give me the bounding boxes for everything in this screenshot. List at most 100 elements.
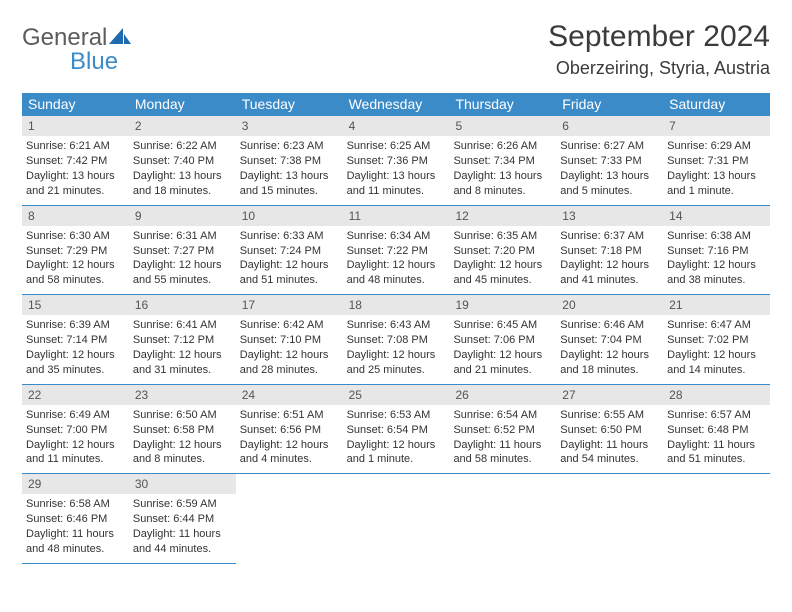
- week-row: 8Sunrise: 6:30 AMSunset: 7:29 PMDaylight…: [22, 206, 770, 296]
- sunrise-text: Sunrise: 6:29 AM: [667, 139, 766, 154]
- daylight-text: Daylight: 11 hours: [667, 438, 766, 453]
- day-cell: 16Sunrise: 6:41 AMSunset: 7:12 PMDayligh…: [129, 295, 236, 384]
- day-number: 9: [129, 206, 236, 226]
- day-cell: 25Sunrise: 6:53 AMSunset: 6:54 PMDayligh…: [343, 385, 450, 474]
- day-number: 8: [22, 206, 129, 226]
- sunrise-text: Sunrise: 6:23 AM: [240, 139, 339, 154]
- sunrise-text: Sunrise: 6:49 AM: [26, 408, 125, 423]
- sunrise-text: Sunrise: 6:37 AM: [560, 229, 659, 244]
- daylight-text: Daylight: 13 hours: [240, 169, 339, 184]
- empty-cell: [236, 474, 343, 564]
- day-number: 18: [343, 295, 450, 315]
- sunrise-text: Sunrise: 6:57 AM: [667, 408, 766, 423]
- daylight-text: Daylight: 12 hours: [26, 438, 125, 453]
- day-number: 29: [22, 474, 129, 494]
- day-number: 10: [236, 206, 343, 226]
- daylight-text: Daylight: 12 hours: [133, 258, 232, 273]
- sunrise-text: Sunrise: 6:47 AM: [667, 318, 766, 333]
- day-cell: 1Sunrise: 6:21 AMSunset: 7:42 PMDaylight…: [22, 116, 129, 205]
- sunset-text: Sunset: 7:29 PM: [26, 244, 125, 259]
- day-header: Friday: [556, 93, 663, 116]
- day-cell: 19Sunrise: 6:45 AMSunset: 7:06 PMDayligh…: [449, 295, 556, 384]
- daylight-text: and 4 minutes.: [240, 452, 339, 467]
- daylight-text: and 45 minutes.: [453, 273, 552, 288]
- sunset-text: Sunset: 7:06 PM: [453, 333, 552, 348]
- logo-text-bottom: Blue: [22, 51, 131, 74]
- daylight-text: and 35 minutes.: [26, 363, 125, 378]
- day-number: 16: [129, 295, 236, 315]
- daylight-text: and 51 minutes.: [240, 273, 339, 288]
- daylight-text: and 18 minutes.: [133, 184, 232, 199]
- daylight-text: and 44 minutes.: [133, 542, 232, 557]
- day-header: Saturday: [663, 93, 770, 116]
- day-cell: 30Sunrise: 6:59 AMSunset: 6:44 PMDayligh…: [129, 474, 236, 564]
- sunrise-text: Sunrise: 6:38 AM: [667, 229, 766, 244]
- sunset-text: Sunset: 7:38 PM: [240, 154, 339, 169]
- day-number: 5: [449, 116, 556, 136]
- day-number: 12: [449, 206, 556, 226]
- day-cell: 24Sunrise: 6:51 AMSunset: 6:56 PMDayligh…: [236, 385, 343, 474]
- sunrise-text: Sunrise: 6:27 AM: [560, 139, 659, 154]
- logo: General Blue: [22, 20, 131, 74]
- sunset-text: Sunset: 7:36 PM: [347, 154, 446, 169]
- day-number: 7: [663, 116, 770, 136]
- day-number: 4: [343, 116, 450, 136]
- day-cell: 12Sunrise: 6:35 AMSunset: 7:20 PMDayligh…: [449, 206, 556, 295]
- daylight-text: and 11 minutes.: [347, 184, 446, 199]
- sunrise-text: Sunrise: 6:53 AM: [347, 408, 446, 423]
- day-number: 11: [343, 206, 450, 226]
- day-header: Monday: [129, 93, 236, 116]
- day-header: Tuesday: [236, 93, 343, 116]
- daylight-text: Daylight: 12 hours: [667, 258, 766, 273]
- day-cell: 29Sunrise: 6:58 AMSunset: 6:46 PMDayligh…: [22, 474, 129, 564]
- daylight-text: Daylight: 13 hours: [453, 169, 552, 184]
- sunrise-text: Sunrise: 6:30 AM: [26, 229, 125, 244]
- day-header: Sunday: [22, 93, 129, 116]
- sunset-text: Sunset: 7:34 PM: [453, 154, 552, 169]
- sunset-text: Sunset: 7:20 PM: [453, 244, 552, 259]
- day-cell: 27Sunrise: 6:55 AMSunset: 6:50 PMDayligh…: [556, 385, 663, 474]
- daylight-text: and 11 minutes.: [26, 452, 125, 467]
- title-block: September 2024 Oberzeiring, Styria, Aust…: [548, 20, 770, 79]
- day-number: 24: [236, 385, 343, 405]
- day-cell: 6Sunrise: 6:27 AMSunset: 7:33 PMDaylight…: [556, 116, 663, 205]
- sunset-text: Sunset: 6:44 PM: [133, 512, 232, 527]
- sunset-text: Sunset: 7:33 PM: [560, 154, 659, 169]
- sunrise-text: Sunrise: 6:50 AM: [133, 408, 232, 423]
- day-cell: 28Sunrise: 6:57 AMSunset: 6:48 PMDayligh…: [663, 385, 770, 474]
- day-number: 20: [556, 295, 663, 315]
- day-cell: 15Sunrise: 6:39 AMSunset: 7:14 PMDayligh…: [22, 295, 129, 384]
- day-number: 15: [22, 295, 129, 315]
- day-number: 1: [22, 116, 129, 136]
- sunset-text: Sunset: 7:22 PM: [347, 244, 446, 259]
- daylight-text: and 48 minutes.: [26, 542, 125, 557]
- day-header-row: Sunday Monday Tuesday Wednesday Thursday…: [22, 93, 770, 116]
- day-header: Thursday: [449, 93, 556, 116]
- daylight-text: Daylight: 12 hours: [26, 258, 125, 273]
- daylight-text: Daylight: 11 hours: [560, 438, 659, 453]
- daylight-text: and 41 minutes.: [560, 273, 659, 288]
- daylight-text: and 28 minutes.: [240, 363, 339, 378]
- day-number: 26: [449, 385, 556, 405]
- daylight-text: Daylight: 11 hours: [26, 527, 125, 542]
- sunrise-text: Sunrise: 6:31 AM: [133, 229, 232, 244]
- daylight-text: Daylight: 12 hours: [26, 348, 125, 363]
- sunrise-text: Sunrise: 6:26 AM: [453, 139, 552, 154]
- day-cell: 18Sunrise: 6:43 AMSunset: 7:08 PMDayligh…: [343, 295, 450, 384]
- sunrise-text: Sunrise: 6:22 AM: [133, 139, 232, 154]
- daylight-text: and 18 minutes.: [560, 363, 659, 378]
- calendar: Sunday Monday Tuesday Wednesday Thursday…: [22, 93, 770, 564]
- daylight-text: and 15 minutes.: [240, 184, 339, 199]
- week-row: 22Sunrise: 6:49 AMSunset: 7:00 PMDayligh…: [22, 385, 770, 475]
- sunset-text: Sunset: 7:16 PM: [667, 244, 766, 259]
- daylight-text: and 51 minutes.: [667, 452, 766, 467]
- daylight-text: and 55 minutes.: [133, 273, 232, 288]
- day-cell: 11Sunrise: 6:34 AMSunset: 7:22 PMDayligh…: [343, 206, 450, 295]
- day-cell: 3Sunrise: 6:23 AMSunset: 7:38 PMDaylight…: [236, 116, 343, 205]
- day-header: Wednesday: [343, 93, 450, 116]
- daylight-text: Daylight: 13 hours: [667, 169, 766, 184]
- sunset-text: Sunset: 6:54 PM: [347, 423, 446, 438]
- daylight-text: and 58 minutes.: [26, 273, 125, 288]
- sunset-text: Sunset: 7:02 PM: [667, 333, 766, 348]
- day-number: 19: [449, 295, 556, 315]
